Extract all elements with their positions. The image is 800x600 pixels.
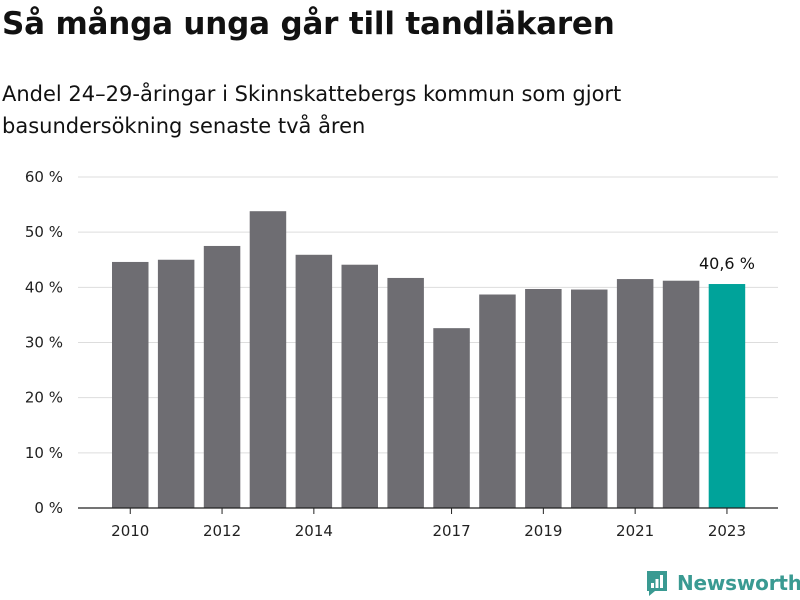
x-tick-label: 2014: [295, 522, 333, 540]
data-label-2023: 40,6 %: [699, 254, 755, 273]
bar-2017: [433, 328, 470, 508]
bar-2012: [203, 245, 241, 509]
bar-2019: [525, 288, 562, 508]
bar-2018: [479, 294, 516, 508]
data-labels: 40,6 %: [699, 254, 755, 273]
y-tick-label: 20 %: [25, 389, 63, 407]
y-axis-labels: 0 % 10 % 20 % 30 % 40 % 50 % 60 %: [25, 168, 63, 517]
x-axis: 2010 2012 2014 2017 2019 2021 2023: [78, 507, 778, 540]
bar-2013: [249, 211, 287, 508]
y-tick-label: 50 %: [25, 223, 63, 241]
bar-2022: [662, 280, 700, 508]
x-tick-label: 2021: [616, 522, 654, 540]
bar-2015: [341, 264, 378, 508]
x-tick-label: 2017: [432, 522, 470, 540]
bars: [112, 211, 746, 509]
bar-2010: [112, 261, 149, 508]
chart-title: Så många unga går till tandläkaren: [2, 6, 615, 42]
bar-2023: [708, 284, 746, 508]
x-tick-label: 2012: [203, 522, 241, 540]
bar-2011: [157, 259, 195, 508]
newsworthy-logo: Newsworthy: [645, 568, 800, 598]
y-tick-label: 30 %: [25, 334, 63, 352]
x-tick-label: 2019: [524, 522, 562, 540]
bar-2020: [571, 289, 608, 508]
bar-2016: [387, 277, 424, 508]
y-tick-label: 0 %: [34, 499, 63, 517]
newsworthy-logo-icon: [647, 571, 667, 596]
chart-subtitle: Andel 24–29-åringar i Skinnskattebergs k…: [2, 82, 622, 138]
newsworthy-logo-text: Newsworthy: [677, 571, 800, 595]
x-tick-label: 2010: [111, 522, 149, 540]
y-tick-label: 40 %: [25, 278, 63, 296]
bar-2021: [616, 279, 654, 508]
gridlines: [78, 176, 778, 454]
x-tick-label: 2023: [708, 522, 746, 540]
y-tick-label: 10 %: [25, 444, 63, 462]
y-tick-label: 60 %: [25, 168, 63, 186]
bar-2014: [295, 254, 333, 508]
